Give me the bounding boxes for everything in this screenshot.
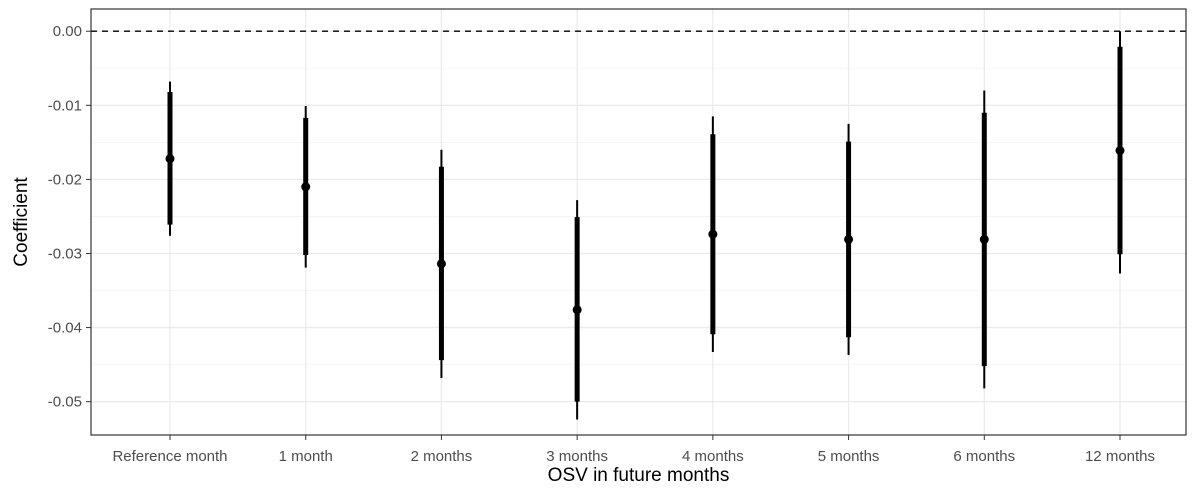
estimate-point — [436, 259, 446, 269]
x-tick-label: 3 months — [546, 448, 608, 465]
estimate-point — [165, 154, 175, 164]
estimate-point — [301, 182, 311, 192]
x-tick-label: 1 month — [279, 448, 333, 465]
panel-background — [91, 9, 1186, 435]
y-tick-label: -0.02 — [48, 171, 82, 188]
estimate-point — [708, 229, 718, 239]
x-tick-label: 2 months — [411, 448, 473, 465]
estimate-point — [979, 234, 989, 244]
estimate-point — [844, 234, 854, 244]
estimate-point — [1115, 146, 1125, 156]
x-tick-label: Reference month — [112, 448, 227, 465]
x-axis: Reference month 1 month 2 months 3 months 4 … — [112, 435, 1155, 465]
x-tick-label: 5 months — [818, 448, 880, 465]
y-tick-label: -0.04 — [48, 320, 82, 337]
y-axis: 0.00 -0.01 -0.02 -0.03 -0.04 -0.05 — [48, 23, 91, 411]
estimate-point — [572, 305, 582, 315]
x-axis-title: OSV in future months — [548, 465, 730, 486]
error-bars — [165, 31, 1125, 420]
panel-border — [90, 8, 1187, 436]
y-tick-label: -0.05 — [48, 394, 82, 411]
y-tick-label: 0.00 — [53, 23, 82, 40]
x-tick-label: 6 months — [953, 448, 1015, 465]
y-axis-title: Coefficient — [11, 177, 32, 267]
x-tick-label: 12 months — [1085, 448, 1155, 465]
y-tick-label: -0.01 — [48, 97, 82, 114]
x-tick-label: 4 months — [682, 448, 744, 465]
y-tick-label: -0.03 — [48, 245, 82, 262]
